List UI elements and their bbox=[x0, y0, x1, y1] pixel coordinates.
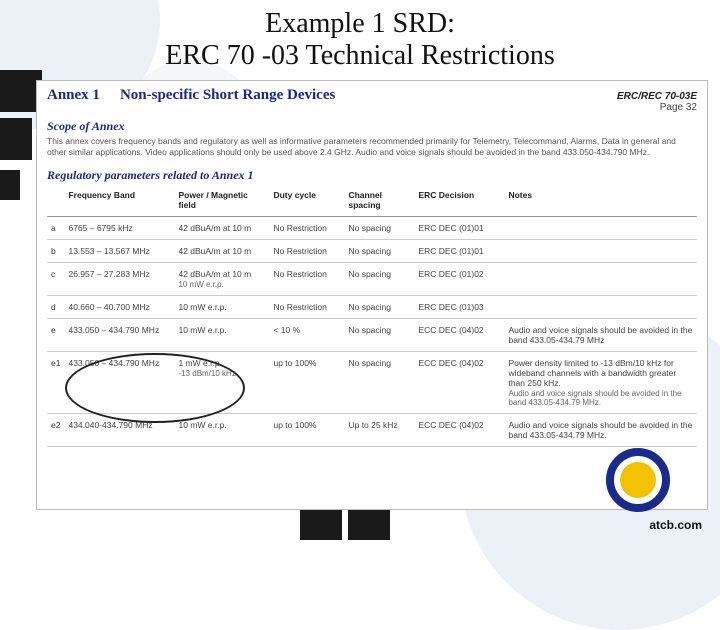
cell-frequency: 40.660 – 40.700 MHz bbox=[64, 296, 174, 319]
title-line2: ERC 70 -03 Technical Restrictions bbox=[10, 40, 710, 72]
scope-heading: Scope of Annex bbox=[47, 119, 697, 134]
annex-label: Annex 1 bbox=[47, 87, 100, 104]
cell-frequency: 433.050 – 434.790 MHz bbox=[64, 319, 174, 352]
cell-power: 1 mW e.r.p.-13 dBm/10 kHz bbox=[174, 352, 269, 414]
col-power: Power / Magnetic field bbox=[174, 187, 269, 217]
col-duty: Duty cycle bbox=[269, 187, 344, 217]
cell-duty: No Restriction bbox=[269, 263, 344, 296]
col-index bbox=[47, 187, 64, 217]
bg-square bbox=[348, 508, 390, 540]
doc-page: Page 32 bbox=[660, 102, 697, 113]
cell-notes bbox=[504, 263, 697, 296]
cell-notes bbox=[504, 240, 697, 263]
table-row: e2434.040-434.790 MHz10 mW e.r.p.up to 1… bbox=[47, 414, 697, 447]
bg-square bbox=[0, 118, 32, 160]
cell-duty: No Restriction bbox=[269, 240, 344, 263]
footer-url: atcb.com bbox=[649, 518, 702, 532]
cell-power: 42 dBuA/m at 10 m bbox=[174, 240, 269, 263]
cell-spacing: No spacing bbox=[344, 319, 414, 352]
doc-ref-code: ERC/REC 70-03E bbox=[617, 91, 697, 102]
col-decision: ERC Decision bbox=[414, 187, 504, 217]
regulatory-heading: Regulatory parameters related to Annex 1 bbox=[47, 168, 697, 183]
annex-title: Non-specific Short Range Devices bbox=[120, 87, 597, 104]
cell-power: 42 dBuA/m at 10 m bbox=[174, 217, 269, 240]
document-panel: Annex 1 Non-specific Short Range Devices… bbox=[36, 80, 708, 510]
col-spacing: Channel spacing bbox=[344, 187, 414, 217]
cell-frequency: 433.050 – 434.790 MHz bbox=[64, 352, 174, 414]
cell-spacing: Up to 25 kHz bbox=[344, 414, 414, 447]
title-line1: Example 1 SRD: bbox=[10, 8, 710, 40]
doc-reference: ERC/REC 70-03E Page 32 bbox=[617, 91, 697, 113]
cell-index: b bbox=[47, 240, 64, 263]
slide-title: Example 1 SRD: ERC 70 -03 Technical Rest… bbox=[0, 0, 720, 78]
table-row: e433.050 – 434.790 MHz10 mW e.r.p.< 10 %… bbox=[47, 319, 697, 352]
cell-duty: up to 100% bbox=[269, 352, 344, 414]
cell-index: d bbox=[47, 296, 64, 319]
cell-notes bbox=[504, 217, 697, 240]
cell-power: 42 dBuA/m at 10 m10 mW e.r.p. bbox=[174, 263, 269, 296]
cell-frequency: 26.957 – 27.283 MHz bbox=[64, 263, 174, 296]
logo-center-icon bbox=[620, 462, 656, 498]
cell-decision: ERC DEC (01)03 bbox=[414, 296, 504, 319]
cell-power: 10 mW e.r.p. bbox=[174, 296, 269, 319]
cell-decision: ECC DEC (04)02 bbox=[414, 414, 504, 447]
cell-frequency: 6765 – 6795 kHz bbox=[64, 217, 174, 240]
cell-index: e2 bbox=[47, 414, 64, 447]
cell-decision: ECC DEC (04)02 bbox=[414, 319, 504, 352]
bg-square bbox=[0, 170, 20, 200]
table-header-row: Frequency Band Power / Magnetic field Du… bbox=[47, 187, 697, 217]
cell-notes bbox=[504, 296, 697, 319]
cell-spacing: No spacing bbox=[344, 240, 414, 263]
cell-index: a bbox=[47, 217, 64, 240]
cell-frequency: 13.553 – 13.567 MHz bbox=[64, 240, 174, 263]
table-row: a6765 – 6795 kHz42 dBuA/m at 10 mNo Rest… bbox=[47, 217, 697, 240]
cell-decision: ERC DEC (01)02 bbox=[414, 263, 504, 296]
col-notes: Notes bbox=[504, 187, 697, 217]
cell-index: e bbox=[47, 319, 64, 352]
cell-spacing: No spacing bbox=[344, 217, 414, 240]
cell-spacing: No spacing bbox=[344, 296, 414, 319]
cell-spacing: No spacing bbox=[344, 352, 414, 414]
cell-power: 10 mW e.r.p. bbox=[174, 414, 269, 447]
col-frequency: Frequency Band bbox=[64, 187, 174, 217]
cell-notes: Audio and voice signals should be avoide… bbox=[504, 414, 697, 447]
cell-index: e1 bbox=[47, 352, 64, 414]
cell-duty: No Restriction bbox=[269, 296, 344, 319]
table-row: e1433.050 – 434.790 MHz1 mW e.r.p.-13 dB… bbox=[47, 352, 697, 414]
cell-duty: up to 100% bbox=[269, 414, 344, 447]
cell-notes: Power density limited to -13 dBm/10 kHz … bbox=[504, 352, 697, 414]
cell-index: c bbox=[47, 263, 64, 296]
cell-frequency: 434.040-434.790 MHz bbox=[64, 414, 174, 447]
atcb-logo bbox=[606, 448, 670, 512]
cell-duty: No Restriction bbox=[269, 217, 344, 240]
cell-power: 10 mW e.r.p. bbox=[174, 319, 269, 352]
table-row: b13.553 – 13.567 MHz42 dBuA/m at 10 mNo … bbox=[47, 240, 697, 263]
cell-decision: ERC DEC (01)01 bbox=[414, 217, 504, 240]
cell-duty: < 10 % bbox=[269, 319, 344, 352]
doc-header: Annex 1 Non-specific Short Range Devices… bbox=[47, 87, 697, 115]
cell-decision: ECC DEC (04)02 bbox=[414, 352, 504, 414]
cell-notes: Audio and voice signals should be avoide… bbox=[504, 319, 697, 352]
scope-text: This annex covers frequency bands and re… bbox=[47, 136, 697, 158]
cell-spacing: No spacing bbox=[344, 263, 414, 296]
table-row: d40.660 – 40.700 MHz10 mW e.r.p.No Restr… bbox=[47, 296, 697, 319]
table-row: c26.957 – 27.283 MHz42 dBuA/m at 10 m10 … bbox=[47, 263, 697, 296]
cell-decision: ERC DEC (01)01 bbox=[414, 240, 504, 263]
regulatory-table: Frequency Band Power / Magnetic field Du… bbox=[47, 187, 697, 447]
